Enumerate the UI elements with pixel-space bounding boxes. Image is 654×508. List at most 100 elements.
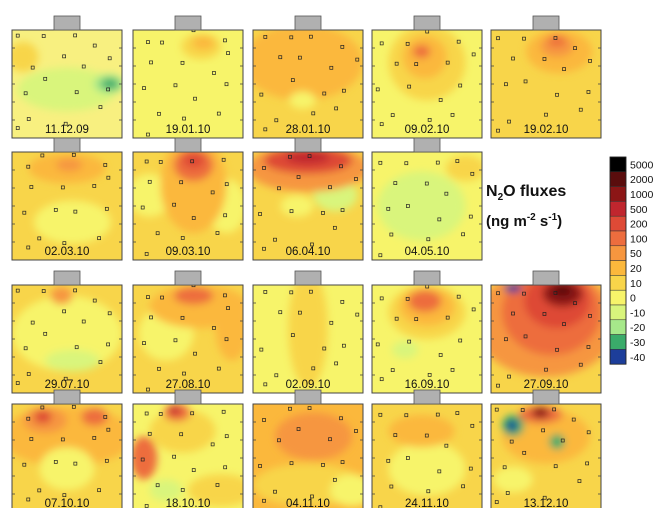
sampling-point <box>585 461 589 466</box>
colorbar-frame <box>609 156 627 365</box>
flux-contour <box>188 474 243 507</box>
sampling-point <box>226 306 230 310</box>
sampling-point <box>322 346 327 351</box>
flux-panel: 09.02.10 <box>371 15 483 139</box>
sampling-point <box>340 44 345 49</box>
flux-contour <box>12 295 122 372</box>
sampling-point <box>37 236 42 241</box>
sampling-point <box>224 434 229 439</box>
colorbar-label: 10 <box>630 278 642 290</box>
sampling-point <box>92 298 97 303</box>
flux-panel: 04.11.10 <box>252 389 364 508</box>
sampling-point <box>278 310 283 315</box>
sampling-point <box>180 60 185 65</box>
sampling-point <box>15 381 20 385</box>
sampling-point <box>262 498 266 503</box>
sampling-point <box>427 373 432 377</box>
colorbar-swatch <box>609 349 627 365</box>
sampling-point <box>456 294 461 299</box>
panel-date-label: 29.07.10 <box>45 379 90 391</box>
chamber-marker <box>53 15 81 31</box>
colorbar-label: 500 <box>630 204 648 216</box>
sampling-point <box>438 98 443 102</box>
sampling-point <box>158 160 163 164</box>
sampling-point <box>62 493 67 498</box>
unit-open: (ng m <box>486 213 527 231</box>
colorbar-label: 20 <box>630 263 642 275</box>
flux-contour <box>531 407 550 419</box>
colorbar-swatch <box>609 230 627 247</box>
sampling-point <box>586 345 591 349</box>
sampling-point <box>29 185 34 189</box>
sampling-point <box>553 36 558 40</box>
sampling-point <box>504 337 508 342</box>
sampling-point <box>588 59 592 63</box>
sampling-point <box>190 411 195 416</box>
sampling-point <box>144 411 149 416</box>
sampling-point <box>160 40 164 45</box>
sampling-point <box>394 316 399 321</box>
sampling-point <box>390 113 395 117</box>
sampling-point <box>15 288 20 293</box>
chamber-marker <box>53 389 81 405</box>
sampling-point <box>445 60 450 65</box>
sampling-point <box>523 334 528 339</box>
sampling-point <box>210 190 215 195</box>
flux-contour <box>377 171 466 241</box>
sampling-point <box>53 460 58 464</box>
sampling-point <box>289 35 294 40</box>
colorbar-label: 1000 <box>630 189 654 201</box>
sampling-point <box>289 209 294 214</box>
sampling-point <box>507 119 511 124</box>
sampling-point <box>290 333 295 337</box>
sampling-point <box>340 208 345 212</box>
sampling-point <box>23 91 28 96</box>
sampling-point <box>307 406 312 410</box>
sampling-point <box>224 337 229 342</box>
sampling-point <box>456 39 461 44</box>
sampling-point <box>41 34 46 38</box>
flux-panel: 24.11.10 <box>371 389 483 508</box>
sampling-point <box>60 185 65 190</box>
sampling-point <box>520 408 525 412</box>
sampling-point <box>310 242 314 247</box>
sampling-point <box>311 366 316 371</box>
flux-panel: 06.04.10 <box>252 137 364 261</box>
sampling-point <box>155 231 160 236</box>
sampling-point <box>224 82 229 87</box>
sampling-point <box>393 181 398 185</box>
sampling-point <box>555 92 559 97</box>
unit-sup-1: -2 <box>526 212 536 224</box>
sampling-point <box>390 368 395 372</box>
sampling-point <box>262 166 266 170</box>
sampling-point <box>103 163 108 167</box>
colorbar-swatch <box>609 289 627 306</box>
sampling-point <box>258 212 262 216</box>
sampling-point <box>437 217 442 222</box>
sampling-point <box>329 320 334 325</box>
sampling-point <box>216 366 221 371</box>
sampling-point <box>26 117 31 121</box>
chamber-marker <box>174 389 202 405</box>
sampling-point <box>296 175 301 179</box>
sampling-point <box>274 118 279 123</box>
sampling-point <box>173 338 178 343</box>
sampling-point <box>435 160 440 165</box>
title-subscript: 2 <box>497 192 504 204</box>
sampling-point <box>146 132 150 137</box>
flux-contour <box>133 436 158 480</box>
sampling-point <box>509 439 514 444</box>
sampling-point <box>73 33 77 38</box>
sampling-point <box>146 40 150 44</box>
flux-contour <box>34 410 52 424</box>
sampling-point <box>450 368 455 372</box>
sampling-point <box>407 339 412 344</box>
sampling-point <box>542 57 547 61</box>
sampling-point <box>104 206 109 211</box>
sampling-point <box>26 164 31 169</box>
sampling-point <box>263 127 268 132</box>
flux-contour <box>548 35 566 47</box>
panel-date-label: 19.02.10 <box>524 124 569 136</box>
sampling-point <box>461 232 465 237</box>
flux-panel: 13.12.10 <box>490 389 602 508</box>
